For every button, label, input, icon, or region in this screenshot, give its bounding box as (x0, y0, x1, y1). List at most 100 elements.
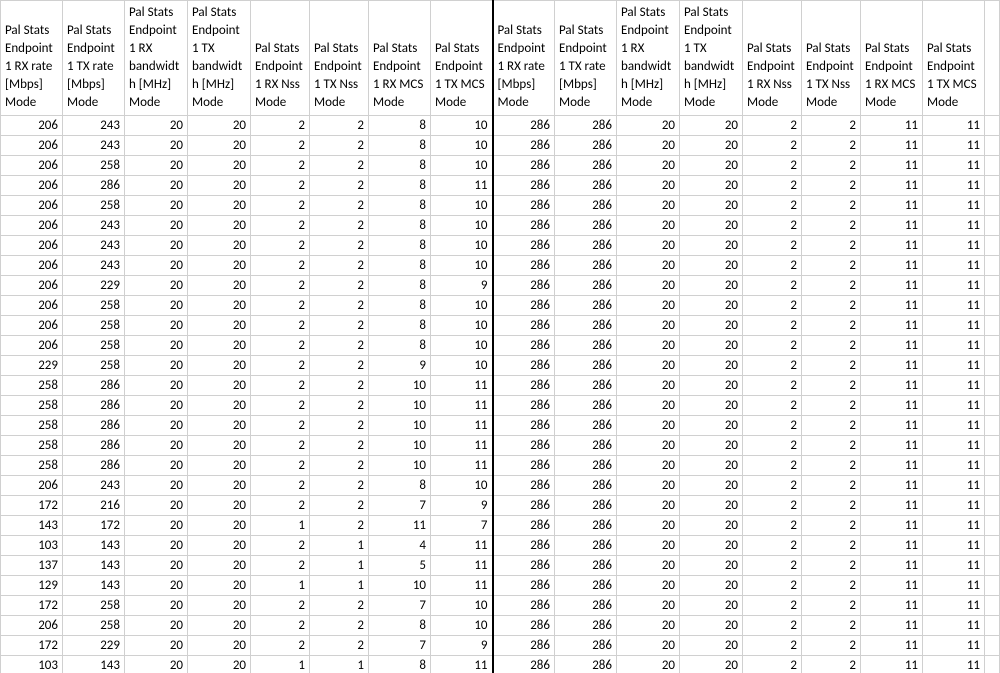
table-cell[interactable]: 286 (493, 516, 555, 536)
table-cell[interactable]: 20 (617, 216, 680, 236)
table-cell[interactable]: 286 (555, 336, 617, 356)
table-cell[interactable]: 20 (125, 496, 188, 516)
table-cell[interactable]: 20 (188, 236, 251, 256)
table-cell[interactable]: 2 (251, 296, 310, 316)
table-cell[interactable]: 2 (310, 316, 369, 336)
table-cell[interactable]: 286 (555, 296, 617, 316)
table-cell[interactable]: 20 (680, 116, 743, 136)
table-cell[interactable]: 20 (188, 296, 251, 316)
column-header[interactable]: Pal Stats Endpoint 1 RX MCS Mode (861, 1, 923, 116)
table-cell[interactable]: 20 (680, 476, 743, 496)
table-cell[interactable]: 2 (802, 256, 861, 276)
table-cell[interactable]: 2 (802, 136, 861, 156)
table-cell[interactable]: 20 (125, 476, 188, 496)
table-cell[interactable]: 20 (617, 476, 680, 496)
table-cell[interactable]: 206 (1, 156, 63, 176)
table-cell[interactable]: 7 (369, 636, 431, 656)
column-header[interactable]: Pal Stats Endpoint 1 RX rate [Mbps] Mode (493, 1, 555, 116)
table-cell[interactable] (985, 236, 1000, 256)
table-cell[interactable]: 20 (680, 536, 743, 556)
column-header[interactable]: Pal Stats Endpoint 1 RX bandwidth [MHz] … (125, 1, 188, 116)
column-header[interactable]: Pal Stats Endpoint 1 TX rate [Mbps] Mode (555, 1, 617, 116)
table-cell[interactable]: 11 (923, 416, 985, 436)
table-cell[interactable]: 11 (861, 336, 923, 356)
table-cell[interactable]: 8 (369, 296, 431, 316)
table-cell[interactable]: 286 (493, 596, 555, 616)
column-header[interactable]: Pal Stats Endpoint 1 RX MCS Mode (369, 1, 431, 116)
table-cell[interactable]: 10 (369, 576, 431, 596)
table-cell[interactable]: 11 (861, 256, 923, 276)
table-cell[interactable]: 2 (802, 356, 861, 376)
table-cell[interactable]: 2 (310, 416, 369, 436)
table-cell[interactable]: 286 (493, 396, 555, 416)
table-cell[interactable]: 11 (431, 416, 493, 436)
table-cell[interactable]: 20 (125, 596, 188, 616)
table-cell[interactable]: 11 (431, 536, 493, 556)
table-cell[interactable] (985, 296, 1000, 316)
table-cell[interactable]: 2 (802, 176, 861, 196)
table-cell[interactable]: 11 (861, 536, 923, 556)
table-cell[interactable]: 20 (617, 136, 680, 156)
table-cell[interactable]: 20 (680, 556, 743, 576)
table-cell[interactable]: 20 (125, 556, 188, 576)
table-cell[interactable]: 20 (188, 656, 251, 673)
table-cell[interactable]: 20 (125, 416, 188, 436)
table-cell[interactable]: 2 (310, 116, 369, 136)
table-cell[interactable]: 206 (1, 136, 63, 156)
table-cell[interactable]: 11 (861, 396, 923, 416)
table-cell[interactable]: 11 (923, 316, 985, 336)
table-cell[interactable]: 1 (310, 576, 369, 596)
table-cell[interactable]: 286 (555, 536, 617, 556)
table-cell[interactable]: 10 (431, 316, 493, 336)
table-cell[interactable]: 172 (1, 496, 63, 516)
table-cell[interactable]: 11 (861, 116, 923, 136)
table-cell[interactable]: 258 (63, 156, 125, 176)
table-cell[interactable]: 20 (680, 416, 743, 436)
table-cell[interactable] (985, 336, 1000, 356)
table-cell[interactable]: 2 (251, 136, 310, 156)
table-cell[interactable]: 258 (1, 436, 63, 456)
table-cell[interactable]: 286 (63, 456, 125, 476)
table-cell[interactable]: 11 (861, 296, 923, 316)
table-cell[interactable]: 286 (493, 356, 555, 376)
table-cell[interactable]: 20 (617, 456, 680, 476)
table-cell[interactable]: 243 (63, 136, 125, 156)
table-cell[interactable]: 2 (310, 636, 369, 656)
table-cell[interactable]: 8 (369, 216, 431, 236)
table-cell[interactable]: 286 (555, 236, 617, 256)
table-cell[interactable]: 2 (251, 116, 310, 136)
column-header[interactable]: Pal Stats Endpoint 1 RX bandwidth [MHz] … (617, 1, 680, 116)
table-cell[interactable]: 20 (617, 256, 680, 276)
table-cell[interactable]: 286 (493, 616, 555, 636)
table-cell[interactable]: 20 (680, 316, 743, 336)
table-cell[interactable]: 143 (63, 556, 125, 576)
table-cell[interactable]: 243 (63, 236, 125, 256)
table-cell[interactable]: 2 (251, 636, 310, 656)
table-cell[interactable]: 20 (617, 516, 680, 536)
table-cell[interactable]: 2 (251, 436, 310, 456)
table-cell[interactable] (985, 316, 1000, 336)
table-cell[interactable]: 258 (1, 416, 63, 436)
table-cell[interactable]: 20 (188, 116, 251, 136)
table-cell[interactable]: 2 (310, 136, 369, 156)
table-cell[interactable] (985, 256, 1000, 276)
table-cell[interactable]: 286 (555, 516, 617, 536)
table-cell[interactable]: 2 (251, 496, 310, 516)
table-cell[interactable]: 286 (493, 656, 555, 673)
table-cell[interactable]: 10 (431, 156, 493, 176)
table-cell[interactable]: 7 (431, 516, 493, 536)
table-cell[interactable]: 11 (861, 636, 923, 656)
table-cell[interactable]: 206 (1, 276, 63, 296)
table-cell[interactable]: 8 (369, 176, 431, 196)
table-cell[interactable]: 2 (743, 496, 802, 516)
table-cell[interactable]: 11 (431, 656, 493, 673)
table-cell[interactable]: 137 (1, 556, 63, 576)
table-cell[interactable]: 20 (125, 516, 188, 536)
table-cell[interactable] (985, 116, 1000, 136)
table-cell[interactable]: 258 (1, 456, 63, 476)
table-cell[interactable]: 2 (310, 476, 369, 496)
table-cell[interactable]: 11 (861, 276, 923, 296)
table-cell[interactable]: 20 (188, 356, 251, 376)
table-cell[interactable]: 11 (431, 576, 493, 596)
table-cell[interactable]: 20 (125, 316, 188, 336)
